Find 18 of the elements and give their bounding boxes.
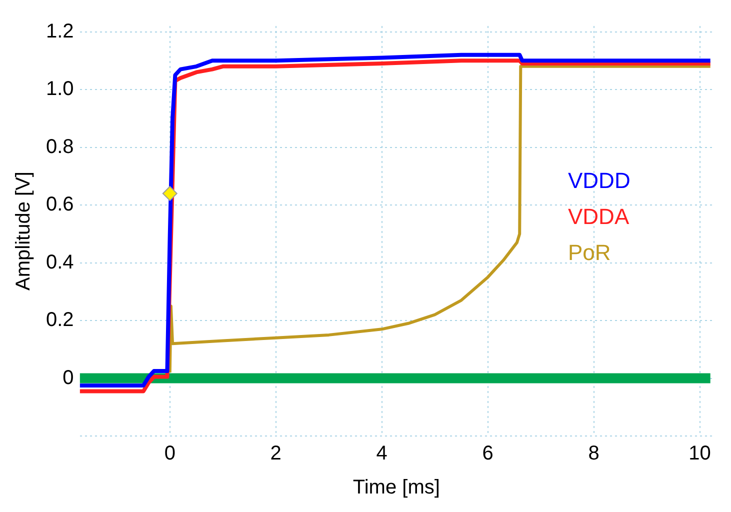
x-tick-label: 0 [164, 442, 176, 465]
x-tick-label: 2 [270, 442, 282, 465]
text: PoR [568, 240, 611, 265]
y-tick-label: 0.8 [46, 136, 74, 158]
y-tick-label: 1.2 [46, 20, 74, 42]
y-tick-label: 0.4 [46, 251, 74, 274]
text: VDDA [568, 204, 630, 229]
x-tick-label: 10 [688, 442, 711, 465]
y-tick-label: 0.2 [46, 309, 74, 332]
y-tick-label: 0 [62, 366, 74, 389]
x-tick-label: 4 [376, 442, 388, 465]
y-tick-label: 1.0 [46, 78, 74, 100]
x-axis-title: Time [ms] [352, 476, 440, 499]
text: VDDD [568, 168, 630, 193]
y-tick-label: 0.6 [46, 194, 74, 216]
x-tick-label: 6 [482, 442, 494, 465]
y-axis-title: Amplitude [V] [12, 172, 35, 290]
x-tick-label: 8 [588, 442, 600, 465]
